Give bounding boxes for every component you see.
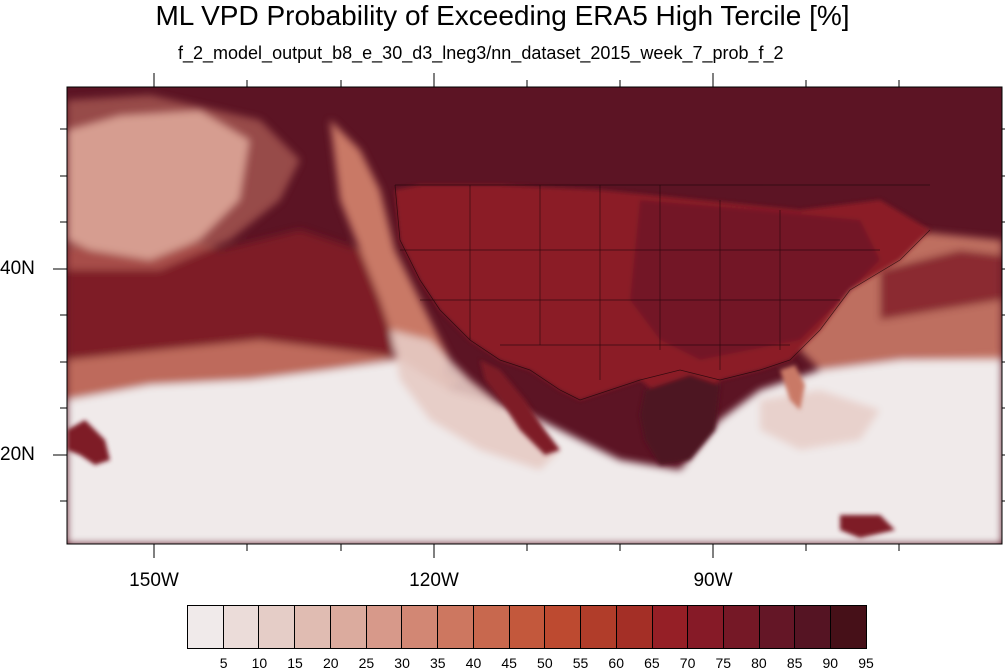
field-atlantic-dark xyxy=(880,250,1002,320)
colorbar-label: 70 xyxy=(679,655,696,671)
colorbar xyxy=(188,606,866,648)
colorbar-label: 95 xyxy=(858,655,874,671)
colorbar-label: 10 xyxy=(251,655,268,671)
colorbar-swatch xyxy=(544,606,581,648)
colorbar-swatch xyxy=(472,606,509,648)
colorbar-swatch xyxy=(687,606,724,648)
colorbar-swatch xyxy=(615,606,652,648)
field-baja-pale xyxy=(390,330,560,470)
map-title: ML VPD Probability of Exceeding ERA5 Hig… xyxy=(155,0,850,31)
probability-field xyxy=(67,87,1002,544)
colorbar-swatch xyxy=(258,606,295,648)
field-baja xyxy=(480,360,560,455)
map-subtitle: f_2_model_output_b8_e_30_d3_lneg3/nn_dat… xyxy=(178,43,784,63)
colorbar-label: 35 xyxy=(429,655,446,671)
field-florida xyxy=(780,365,805,410)
colorbar-swatch xyxy=(508,606,545,648)
colorbar-swatch xyxy=(188,606,223,648)
field-hawaii xyxy=(67,420,110,465)
colorbar-swatch xyxy=(222,606,259,648)
political-boundaries xyxy=(394,184,931,401)
colorbar-label: 80 xyxy=(751,655,767,671)
colorbar-label: 45 xyxy=(501,655,517,671)
colorbar-label: 20 xyxy=(322,655,339,671)
colorbar-swatch xyxy=(294,606,330,648)
field-caribbean-pale xyxy=(760,390,880,450)
colorbar-label: 5 xyxy=(219,655,228,671)
field-land-east xyxy=(630,200,880,360)
field-coastal-strip xyxy=(330,120,450,380)
colorbar-swatch xyxy=(651,606,688,648)
colorbar-label: 60 xyxy=(608,655,624,671)
colorbar-label: 90 xyxy=(822,655,839,671)
lon-label-90w: 90W xyxy=(693,570,733,591)
colorbar-swatch xyxy=(329,606,366,648)
colorbar-swatch xyxy=(758,606,795,648)
colorbar-label: 65 xyxy=(644,655,660,671)
colorbar-label: 40 xyxy=(465,655,482,671)
colorbar-label: 75 xyxy=(715,655,732,671)
colorbar-label: 50 xyxy=(537,655,553,671)
colorbar-label: 55 xyxy=(572,655,589,671)
lat-label-40n: 40N xyxy=(0,258,35,279)
field-pacific-mid-north xyxy=(67,95,300,270)
lon-label-150w: 150W xyxy=(129,570,179,591)
colorbar-swatch xyxy=(794,606,831,648)
colorbar-label: 15 xyxy=(287,655,303,671)
colorbar-swatch xyxy=(365,606,402,648)
colorbar-label: 25 xyxy=(358,655,375,671)
colorbar-label: 30 xyxy=(394,655,410,671)
field-gulf xyxy=(640,375,720,465)
colorbar-swatch xyxy=(580,606,616,648)
colorbar-label: 85 xyxy=(786,655,803,671)
lon-label-120w: 120W xyxy=(409,570,459,591)
colorbar-swatch xyxy=(830,606,866,648)
colorbar-swatch xyxy=(437,606,473,648)
lat-label-20n: 20N xyxy=(0,444,35,465)
colorbar-swatch xyxy=(401,606,438,648)
colorbar-swatch xyxy=(723,606,759,648)
map-panel xyxy=(53,73,1005,558)
field-patch-se xyxy=(840,515,895,538)
